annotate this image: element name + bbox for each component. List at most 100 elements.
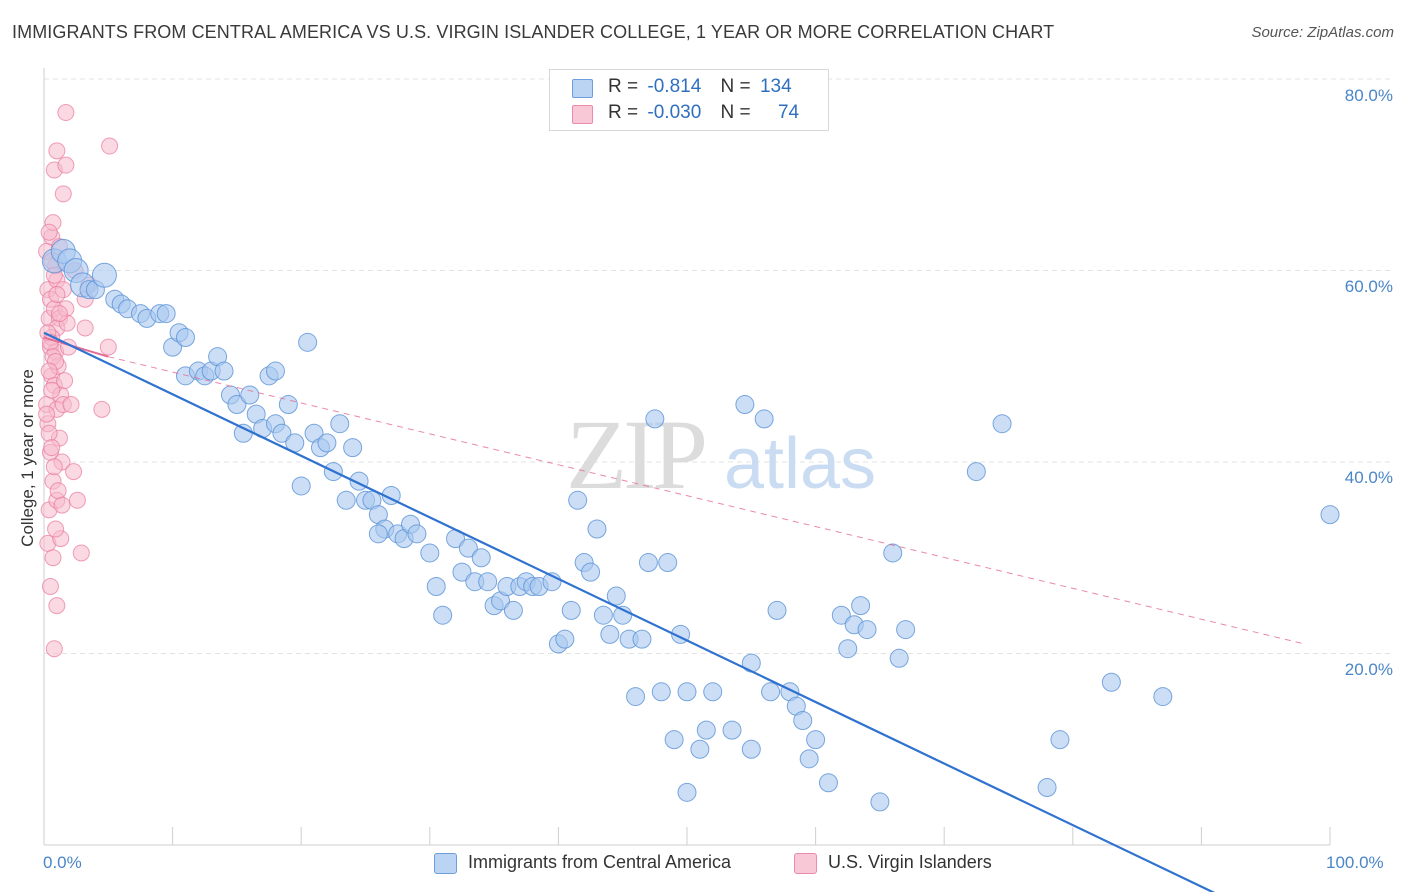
r-label: R = [608,76,639,97]
r-value: -0.030 [647,102,702,123]
point-central-america-25 [227,395,247,415]
point-central-america-97 [696,720,716,740]
point-central-america-63 [471,548,491,568]
point-central-america-31 [265,361,285,381]
point-central-america-44 [343,438,363,458]
point-central-america-111 [818,773,838,793]
stats-legend: R = -0.814 N = 134 R = -0.030 N = 74 [549,69,829,131]
watermark-zip: ZIP [566,399,704,510]
point-central-america-40 [317,433,337,453]
point-central-america-94 [677,782,697,802]
point-central-america-14 [156,304,176,324]
point-central-america-82 [600,624,620,644]
point-central-america-34 [278,395,298,415]
point-central-america-119 [889,648,909,668]
x-tick-label-min: 0.0% [43,853,82,872]
point-virgin-islanders-38 [48,285,66,303]
point-virgin-islanders-45 [43,381,61,399]
point-virgin-islanders-62 [99,338,117,356]
point-central-america-42 [336,490,356,510]
point-central-america-120 [896,620,916,640]
point-virgin-islanders-57 [68,491,86,509]
point-central-america-68 [503,600,523,620]
legend-label-virgin-islanders: U.S. Virgin Islanders [828,852,992,872]
point-central-america-90 [651,682,671,702]
point-central-america-118 [883,543,903,563]
point-central-america-121 [966,462,986,482]
point-virgin-islanders-52 [47,520,65,538]
point-central-america-80 [587,519,607,539]
point-central-america-105 [767,600,787,620]
y-tick-label-60: 60.0% [1344,277,1393,296]
trend-line-virgin-islanders-extrapolated [108,356,1305,645]
point-central-america-95 [677,682,697,702]
legend-swatch-blue [434,853,457,874]
point-central-america-127 [1320,505,1340,525]
point-central-america-43 [330,414,350,434]
point-central-america-98 [703,682,723,702]
y-axis-title: College, 1 year or more [18,369,37,547]
grid-lines [44,78,1392,654]
point-central-america-86 [626,687,646,707]
point-central-america-125 [1101,672,1121,692]
point-virgin-islanders-49 [45,458,63,476]
point-central-america-109 [799,749,819,769]
point-virgin-islanders-39 [50,305,68,323]
point-central-america-99 [722,720,742,740]
point-virgin-islanders-71 [48,597,66,615]
point-virgin-islanders-61 [93,400,111,418]
chart-title: IMMIGRANTS FROM CENTRAL AMERICA VS U.S. … [12,22,1055,42]
point-virgin-islanders-50 [49,482,67,500]
point-virgin-islanders-51 [53,496,71,514]
point-central-america-100 [735,395,755,415]
point-central-america-108 [793,711,813,731]
point-central-america-7 [91,262,117,288]
point-virgin-islanders-47 [40,424,58,442]
point-central-america-123 [1037,778,1057,798]
point-central-america-75 [555,629,575,649]
point-central-america-76 [561,600,581,620]
point-central-america-126 [1153,687,1173,707]
point-central-america-55 [407,524,427,544]
point-virgin-islanders-68 [101,137,119,155]
point-virgin-islanders-12 [45,640,63,658]
r-value: -0.814 [647,76,702,97]
point-central-america-112 [831,605,851,625]
swatch-pink [572,105,593,124]
y-tick-label-40: 40.0% [1344,468,1393,487]
point-central-america-37 [298,332,318,352]
point-virgin-islanders-44 [40,362,58,380]
point-central-america-116 [857,620,877,640]
point-virgin-islanders-46 [38,405,56,423]
point-virgin-islanders-48 [43,439,61,457]
point-central-america-81 [593,605,613,625]
point-central-america-56 [420,543,440,563]
point-central-america-91 [658,553,678,573]
point-virgin-islanders-11 [41,577,59,595]
n-label: N = [720,76,751,97]
point-virgin-islanders-69 [76,319,94,337]
point-virgin-islanders-58 [72,544,90,562]
point-central-america-88 [638,553,658,573]
legend-label-central-america: Immigrants from Central America [468,852,732,872]
point-central-america-124 [1050,730,1070,750]
point-virgin-islanders-35 [40,223,58,241]
point-central-america-117 [870,792,890,812]
point-central-america-96 [690,739,710,759]
swatch-blue [572,79,593,98]
point-central-america-77 [568,490,588,510]
point-central-america-58 [433,605,453,625]
n-value: 74 [777,102,800,123]
n-label: N = [720,102,751,123]
watermark: ZIP atlas [566,399,876,510]
point-virgin-islanders-66 [57,156,75,174]
series-central-america-points [41,238,1340,812]
legend-swatch-pink [794,853,817,874]
point-central-america-115 [851,596,871,616]
point-central-america-33 [272,423,292,443]
point-central-america-103 [754,409,774,429]
point-central-america-83 [606,586,626,606]
n-value: 134 [759,76,792,97]
x-tick-label-max: 100.0% [1326,853,1384,872]
